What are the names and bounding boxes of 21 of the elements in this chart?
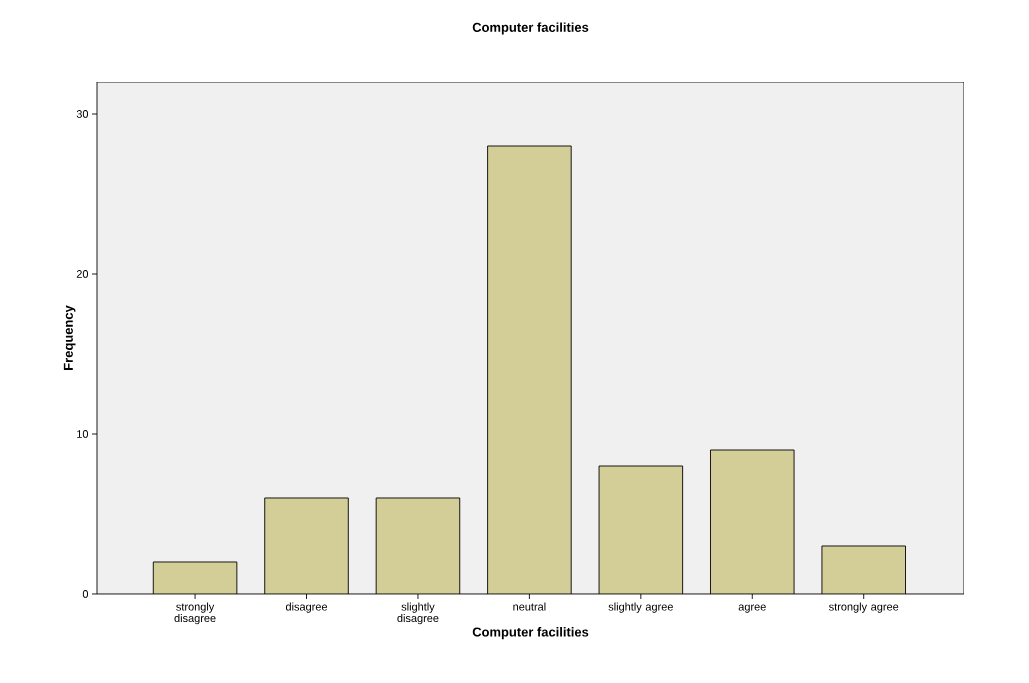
bar — [487, 145, 572, 594]
x-axis-title: Computer facilities — [472, 627, 589, 640]
bar — [821, 545, 906, 594]
bar — [153, 561, 237, 594]
y-tick-label: 10 — [77, 430, 89, 438]
x-tick-label: slightly disagree — [397, 602, 439, 625]
bar — [264, 497, 349, 594]
bar — [710, 449, 795, 594]
x-tick-label: disagree — [285, 602, 328, 613]
x-tick-label: agree — [738, 604, 766, 613]
x-tick-label: strongly disagree — [174, 602, 216, 625]
y-tick-label: 20 — [76, 270, 89, 278]
x-tick-label: neutral — [513, 602, 546, 611]
bar — [376, 497, 460, 594]
bar — [599, 465, 683, 594]
y-tick-label: 30 — [76, 110, 89, 118]
y-axis-title: Frequency — [63, 305, 76, 370]
x-tick-label: slightly agree — [608, 602, 673, 613]
x-tick-label: strongly agree — [829, 602, 899, 613]
chart-title: Computer facilities — [472, 22, 589, 35]
y-tick-label: 0 — [82, 590, 89, 598]
